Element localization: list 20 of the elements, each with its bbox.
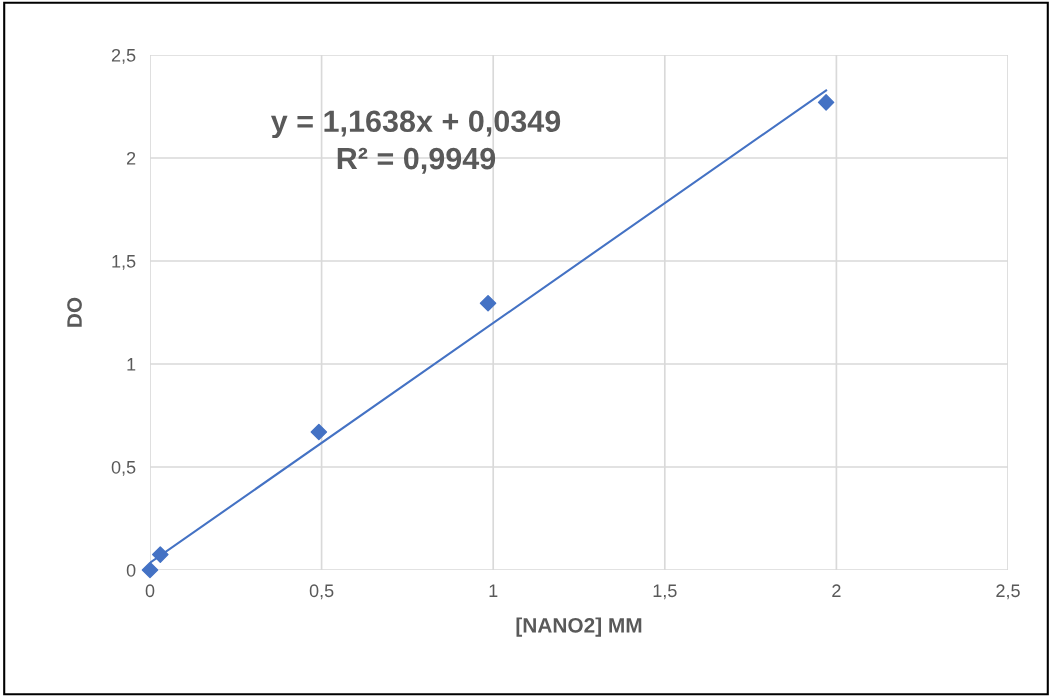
x-tick-label: 0 (145, 584, 155, 598)
y-tick-label: 1 (127, 358, 136, 371)
y-tick-label: 1,5 (112, 255, 136, 270)
point (817, 94, 835, 111)
x-axis-title: [NANO2] MM (516, 617, 642, 637)
point (310, 423, 328, 441)
x-tick-label: 1 (489, 584, 498, 597)
annotation: y = 1,1638x + 0,0349 R² = 0,9949 (270, 110, 561, 174)
y-tick-label: 2 (126, 151, 136, 165)
point (141, 561, 159, 579)
y-tick-label: 2,5 (111, 48, 136, 64)
x-tick-label: 2,5 (996, 584, 1020, 600)
point (479, 294, 497, 312)
y-axis-title: DO (67, 297, 82, 327)
y-tick-label: 0,5 (111, 460, 136, 476)
x-tick-label: 2 (832, 584, 841, 597)
point (151, 546, 169, 563)
y-tick-label: 0 (126, 563, 136, 577)
x-tick-label: 1,5 (653, 584, 677, 600)
x-tick-label: 0,5 (309, 584, 334, 600)
